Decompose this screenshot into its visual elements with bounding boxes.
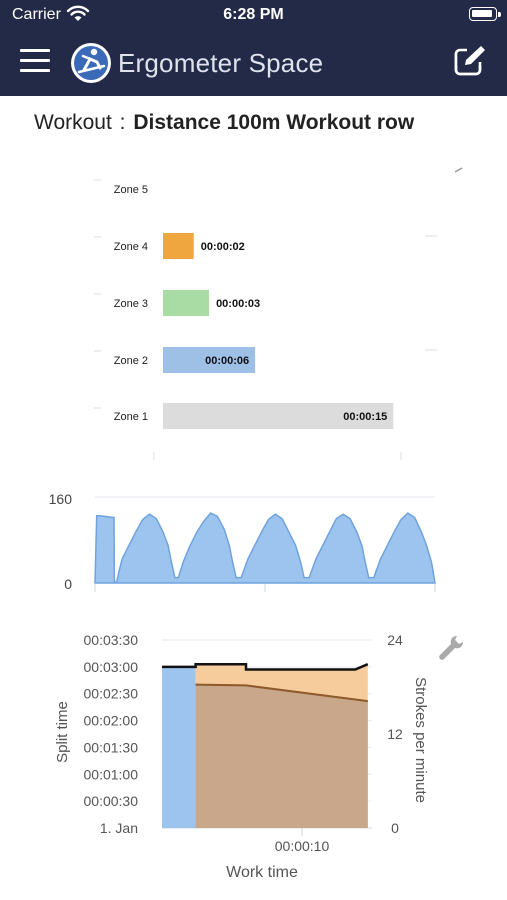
zone-label: Zone 5: [114, 184, 148, 196]
power-chart-ytick-max: 160: [49, 491, 73, 507]
split-chart-y2label: Strokes per minute: [412, 677, 429, 803]
split-y2tick-label: 12: [387, 726, 403, 742]
split-ytick-label: 00:03:30: [84, 632, 139, 648]
zone-chart: Zone 5 Zone 4 00:00:02 Zone 3 00:00:03 Zone 2…: [94, 167, 463, 460]
zone-chart-axis-ticks: [94, 179, 437, 460]
hamburger-menu-icon[interactable]: [20, 49, 52, 75]
clock: 6:28 PM: [223, 6, 284, 23]
split-ytick-label: 00:02:00: [84, 713, 139, 729]
app-title: Ergometer Space: [118, 48, 324, 78]
split-areas: [162, 662, 369, 828]
split-ytick-label: 00:01:30: [84, 739, 139, 755]
power-chart-ytick-min: 0: [64, 576, 72, 592]
split-chart-y2ticks: 24 12 0: [387, 632, 403, 836]
zone-bar-value-label: 00:00:15: [343, 411, 387, 423]
zone-label: Zone 1: [114, 411, 148, 423]
workout-title: Workout : Distance 100m Workout row: [34, 111, 414, 135]
split-y2tick-label: 24: [387, 632, 403, 648]
strokes-per-minute-area: [195, 684, 368, 828]
workout-label: Workout: [34, 111, 112, 134]
app-logo-icon: [71, 43, 111, 83]
split-time-line: [162, 662, 369, 671]
split-chart-xlabel: Work time: [226, 864, 298, 881]
split-chart-ylabel: Split time: [54, 701, 71, 763]
strokes-per-minute-line: [195, 683, 368, 703]
power-area: [94, 512, 436, 584]
nav-bar: Ergometer Space: [0, 30, 507, 96]
split-ytick-label: 00:01:00: [84, 766, 139, 782]
zone-label: Zone 3: [114, 298, 148, 310]
split-chart-xtick-label: 00:00:10: [275, 838, 330, 854]
split-ytick-label: 1. Jan: [100, 820, 138, 836]
split-chart-yticks: 00:03:30 00:03:00 00:02:30 00:02:00 00:01:30…: [84, 632, 139, 836]
zone-bars: Zone 5 Zone 4 00:00:02 Zone 3 00:00:03 Zone 2…: [114, 184, 394, 429]
power-chart: 160 0: [49, 491, 436, 592]
edit-icon[interactable]: [453, 44, 489, 78]
status-bar: Carrier 6:28 PM: [0, 0, 507, 30]
zone-bar-value-label: 00:00:03: [216, 298, 260, 310]
split-ytick-label: 00:02:30: [84, 686, 139, 702]
battery-icon: [469, 7, 497, 21]
zone-bar: [163, 233, 194, 259]
zone-bar: [163, 403, 394, 429]
workout-separator: :: [119, 111, 126, 134]
wifi-icon: [66, 5, 90, 21]
split-time-area: [162, 666, 196, 828]
zone-bar: [163, 290, 210, 316]
split-ytick-label: 00:00:30: [84, 793, 139, 809]
wrench-icon[interactable]: [439, 635, 464, 660]
zone-bar-value-label: 00:00:02: [201, 241, 245, 253]
zone-chart-corner-mark: [454, 167, 463, 173]
battery-nub: [498, 12, 501, 17]
workout-name: Distance 100m Workout row: [133, 111, 415, 134]
split-ytick-label: 00:03:00: [84, 659, 139, 675]
zone-bar: [163, 347, 256, 373]
split-chart: 00:03:30 00:03:00 00:02:30 00:02:00 00:01:30…: [54, 632, 464, 881]
zone-label: Zone 4: [114, 241, 148, 253]
carrier-label: Carrier: [12, 6, 61, 23]
split-y2tick-label: 0: [391, 820, 399, 836]
zone-label: Zone 2: [114, 355, 148, 367]
zone-bar-value-label: 00:00:06: [205, 355, 249, 367]
